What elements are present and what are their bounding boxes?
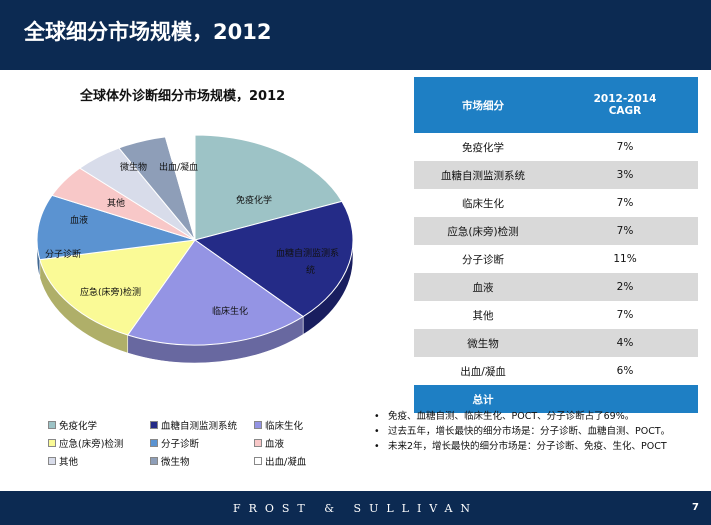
legend-swatch-icon <box>48 457 56 465</box>
slice-label-poct: 应急(床旁)检测 <box>80 286 141 298</box>
table-row: 血糖自测监测系统 3% <box>414 161 698 189</box>
note-item: • 过去五年，增长最快的细分市场是：分子诊断、血糖自测、POCT。 <box>372 425 702 438</box>
table-cell-cagr: 7% <box>552 217 698 245</box>
notes-list: • 免疫、血糖自测、临床生化、POCT、分子诊断占了69%。 • 过去五年，增长最快的… <box>372 410 702 455</box>
table-total-row: 总计 <box>414 385 698 413</box>
page-number: 7 <box>692 502 699 513</box>
slice-label-molecular: 分子诊断 <box>45 248 81 260</box>
legend-item: 出血/凝血 <box>254 454 344 468</box>
slice-label-glucose: 血糖自测监测系 <box>276 247 339 259</box>
table-cell-segment: 血液 <box>414 273 552 301</box>
legend-swatch-icon <box>254 421 262 429</box>
table-cell-segment: 出血/凝血 <box>414 357 552 385</box>
bullet-icon: • <box>374 441 380 452</box>
pie-slice-8 <box>164 134 196 241</box>
pie-slice-0 <box>194 134 343 241</box>
bullet-icon: • <box>374 411 380 422</box>
footer-bar: FROST & SULLIVAN 7 <box>0 491 711 525</box>
header-bar: 全球细分市场规模，2012 <box>0 0 711 70</box>
slice-label-other: 其他 <box>107 197 125 209</box>
table-row: 出血/凝血 6% <box>414 357 698 385</box>
table-cell-segment: 临床生化 <box>414 189 552 217</box>
bullet-icon: • <box>374 426 380 437</box>
slide-title: 全球细分市场规模，2012 <box>24 20 272 44</box>
table-body: 免疫化学 7% 血糖自测监测系统 3% 临床生化 7% 应急(床旁)检测 7% 分子诊断 11% 血… <box>414 133 698 385</box>
table-header-period: 2012-2014 <box>593 93 657 105</box>
slice-label-microbiology: 微生物 <box>120 161 147 173</box>
legend-item: 免疫化学 <box>48 418 150 432</box>
chart-legend: 免疫化学 血糖自测监测系统 临床生化应急(床旁)检测 分子诊断 血液其他 微生物 出血/凝血 <box>48 418 348 468</box>
pie-labels: 免疫化学 血糖自测监测系 统 临床生化 应急(床旁)检测 分子诊断 血液 其他 … <box>45 161 339 317</box>
brand-logo: FROST & SULLIVAN <box>232 502 479 515</box>
table-cell-cagr: 7% <box>552 301 698 329</box>
legend-swatch-icon <box>48 439 56 447</box>
table-cell-cagr: 7% <box>552 189 698 217</box>
table-row: 血液 2% <box>414 273 698 301</box>
table-cell-segment: 血糖自测监测系统 <box>414 161 552 189</box>
table-total-label: 总计 <box>414 385 552 413</box>
table-cell-cagr: 4% <box>552 329 698 357</box>
table-header-segment: 市场细分 <box>414 77 552 133</box>
table-row: 微生物 4% <box>414 329 698 357</box>
slice-label-immunochemistry: 免疫化学 <box>236 194 272 206</box>
table-cell-cagr: 6% <box>552 357 698 385</box>
legend-item: 应急(床旁)检测 <box>48 436 150 450</box>
legend-label: 微生物 <box>161 457 190 468</box>
legend-label: 血糖自测监测系统 <box>161 421 238 432</box>
legend-label: 免疫化学 <box>59 421 98 432</box>
table-cell-cagr: 3% <box>552 161 698 189</box>
note-item: • 免疫、血糖自测、临床生化、POCT、分子诊断占了69%。 <box>372 410 702 423</box>
legend-label: 分子诊断 <box>161 439 200 450</box>
pie-chart: 免疫化学 血糖自测监测系 统 临床生化 应急(床旁)检测 分子诊断 血液 其他 … <box>36 134 354 364</box>
slice-label-coagulation: 出血/凝血 <box>159 161 198 173</box>
slice-label-clinical-chem: 临床生化 <box>212 305 248 317</box>
table-cell-segment: 微生物 <box>414 329 552 357</box>
table-cell-segment: 免疫化学 <box>414 133 552 161</box>
legend-item: 分子诊断 <box>150 436 254 450</box>
cagr-table: 市场细分 2012-2014 CAGR 免疫化学 7% 血糖自测监测系统 3% 临床生化… <box>414 77 698 413</box>
table-cell-cagr: 2% <box>552 273 698 301</box>
legend-swatch-icon <box>150 457 158 465</box>
legend-swatch-icon <box>48 421 56 429</box>
slice-label-glucose-cont: 统 <box>306 264 315 276</box>
legend-label: 出血/凝血 <box>265 457 307 468</box>
table-row: 免疫化学 7% <box>414 133 698 161</box>
table-total-value <box>552 385 698 413</box>
table-cell-segment: 分子诊断 <box>414 245 552 273</box>
legend-label: 其他 <box>59 457 79 468</box>
slice-label-blood: 血液 <box>70 214 88 226</box>
legend-swatch-icon <box>254 439 262 447</box>
table-cell-cagr: 11% <box>552 245 698 273</box>
legend-item: 微生物 <box>150 454 254 468</box>
note-text: 未来2年，增长最快的细分市场是：分子诊断、免疫、生化、POCT <box>388 441 667 452</box>
legend-item: 血液 <box>254 436 344 450</box>
legend-label: 应急(床旁)检测 <box>59 439 124 450</box>
legend-item: 血糖自测监测系统 <box>150 418 254 432</box>
legend-swatch-icon <box>150 421 158 429</box>
legend-label: 临床生化 <box>265 421 304 432</box>
table-row: 应急(床旁)检测 7% <box>414 217 698 245</box>
legend-swatch-icon <box>150 439 158 447</box>
legend-item: 其他 <box>48 454 150 468</box>
chart-title: 全球体外诊断细分市场规模，2012 <box>80 89 286 104</box>
pie-slice-3 <box>39 239 197 336</box>
table-row: 其他 7% <box>414 301 698 329</box>
note-text: 过去五年，增长最快的细分市场是：分子诊断、血糖自测、POCT。 <box>388 426 671 437</box>
table-cell-cagr: 7% <box>552 133 698 161</box>
table-row: 临床生化 7% <box>414 189 698 217</box>
note-item: • 未来2年，增长最快的细分市场是：分子诊断、免疫、生化、POCT <box>372 440 702 453</box>
table-cell-segment: 应急(床旁)检测 <box>414 217 552 245</box>
legend-swatch-icon <box>254 457 262 465</box>
pie-slice-4 <box>36 194 196 261</box>
legend-label: 血液 <box>265 439 285 450</box>
pie-slice-1 <box>193 200 354 318</box>
table-cell-segment: 其他 <box>414 301 552 329</box>
legend-item: 临床生化 <box>254 418 344 432</box>
pie-slice-2 <box>126 239 305 346</box>
table-header-cagr: 2012-2014 CAGR <box>552 77 698 133</box>
table-row: 分子诊断 11% <box>414 245 698 273</box>
table-header-cagr-label: CAGR <box>608 105 642 117</box>
note-text: 免疫、血糖自测、临床生化、POCT、分子诊断占了69%。 <box>388 411 635 422</box>
pie-top <box>36 134 354 346</box>
